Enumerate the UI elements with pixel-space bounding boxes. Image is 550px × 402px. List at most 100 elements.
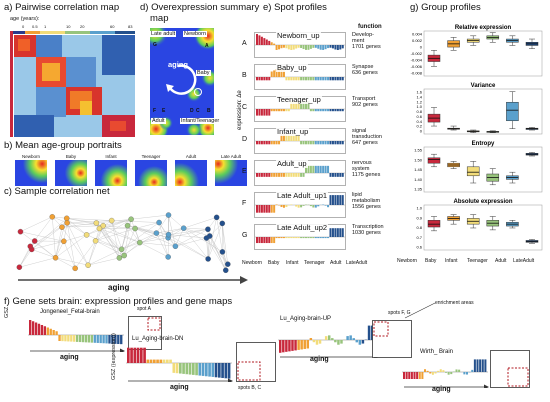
gene-set-bar xyxy=(458,369,461,372)
gsz-label-2: GSZ ((expression)) xyxy=(111,333,117,380)
gene-set-bar xyxy=(169,359,172,363)
spot-bar xyxy=(302,205,305,206)
portrait-image xyxy=(95,160,127,186)
spot-bar xyxy=(322,141,325,145)
gene-set-bar xyxy=(312,340,316,343)
spot-bar xyxy=(270,109,273,112)
box-tick-label: 0.8 xyxy=(416,225,422,230)
gsz-label: GSZ xyxy=(4,307,10,318)
spot-bar xyxy=(295,237,298,239)
network-node xyxy=(83,232,90,238)
spot-bar xyxy=(265,173,268,177)
spot-bar xyxy=(268,40,271,45)
network-node xyxy=(213,214,220,221)
network-node xyxy=(172,243,179,249)
gene-set-bar xyxy=(340,340,343,344)
spot-bar xyxy=(270,173,273,177)
spot-bar xyxy=(309,45,312,49)
spot-bar xyxy=(263,109,266,116)
spot-bar xyxy=(307,141,310,145)
spot-name: Teenager_up xyxy=(276,95,322,104)
spot-bar xyxy=(290,134,293,141)
spot-bar xyxy=(312,205,315,208)
spot-bar xyxy=(341,228,344,237)
spot-name: Adult_up xyxy=(276,159,308,168)
gene-set-bar xyxy=(205,363,208,377)
spot-bar xyxy=(280,173,283,177)
spot-bar xyxy=(273,43,276,45)
spot-bar xyxy=(290,204,293,205)
x-label: Infant xyxy=(445,258,458,264)
spot-bar xyxy=(331,45,334,49)
aging-arrow-c xyxy=(18,276,248,284)
age-tick: 83 xyxy=(128,24,133,29)
spot-bar xyxy=(329,45,332,48)
gene-set-bar xyxy=(279,340,282,353)
spot-name: Baby_up xyxy=(276,63,308,72)
spot-bar xyxy=(282,134,285,141)
network-node xyxy=(205,256,211,262)
spot-bar xyxy=(327,45,330,49)
network-node xyxy=(52,255,59,261)
correlation-network xyxy=(16,212,231,273)
spot-bar xyxy=(268,109,271,116)
spot-bar xyxy=(297,101,300,109)
spot-bar xyxy=(282,173,285,177)
spot-letter: D xyxy=(242,136,248,143)
spot-bar xyxy=(292,237,295,239)
box-plot-title: Variance xyxy=(471,83,496,89)
map-label-newborn: Newborn xyxy=(183,31,208,37)
spot-bar xyxy=(282,205,285,208)
spot-bar xyxy=(275,237,278,239)
panel-e-title: e) Spot profiles xyxy=(263,2,327,13)
spot-profile-list: A Newborn_up Develop- ment 1701 genes B Baby… xyxy=(242,30,396,250)
spot-bar xyxy=(258,35,261,45)
network-node xyxy=(100,222,106,229)
spot-bar xyxy=(331,109,334,112)
spot-bar xyxy=(260,205,263,213)
spot-bar xyxy=(297,134,300,141)
gene-set-bar xyxy=(481,359,484,372)
spot-bar xyxy=(265,205,268,213)
box-plot-panel: Absolute expression 1.0 0.9 0.8 0.7 0.6 xyxy=(416,199,543,251)
box-tick-label: 1.0 xyxy=(416,206,422,211)
gene-set-bar xyxy=(179,363,182,374)
gene-set-bar xyxy=(429,372,432,374)
gene-set-bar xyxy=(349,335,352,340)
gene-set-bar xyxy=(208,363,211,377)
gene-set-bar xyxy=(102,335,105,344)
spot-bar xyxy=(273,109,276,112)
spot-bar xyxy=(314,109,317,112)
spot-bar xyxy=(309,141,312,145)
gene-set-bar xyxy=(81,335,85,343)
spot-bar xyxy=(319,237,322,239)
spot-bar xyxy=(317,205,320,207)
spot-bar xyxy=(265,109,268,116)
spot-bar xyxy=(309,205,312,207)
gene-set-bar xyxy=(346,336,349,340)
network-node xyxy=(85,262,91,268)
box-tick-label: 0.6 xyxy=(416,114,422,119)
gene-set-bar xyxy=(403,372,406,379)
spot-bar xyxy=(329,141,332,145)
spot-bar xyxy=(256,141,258,145)
map-label-late-adult: Late adult xyxy=(150,31,177,37)
spot-bar xyxy=(341,141,344,145)
x-label: Adult xyxy=(330,260,342,266)
spot-function: nervous system 1175 genes xyxy=(352,160,381,178)
spot-bar xyxy=(295,45,298,49)
spot-bar xyxy=(336,77,339,81)
spot-bar xyxy=(307,237,310,239)
gene-set-bar xyxy=(37,323,41,335)
network-node xyxy=(156,219,162,226)
spot-bar xyxy=(258,205,261,213)
gene-set-bar xyxy=(300,340,303,350)
spot-bar xyxy=(273,237,276,244)
spot-bar xyxy=(314,77,317,81)
network-node xyxy=(223,267,229,273)
spot-bar xyxy=(275,109,278,112)
spot-bar xyxy=(256,237,258,244)
spot-bar xyxy=(268,141,271,145)
network-node xyxy=(59,224,65,230)
spot-bar xyxy=(312,237,315,239)
